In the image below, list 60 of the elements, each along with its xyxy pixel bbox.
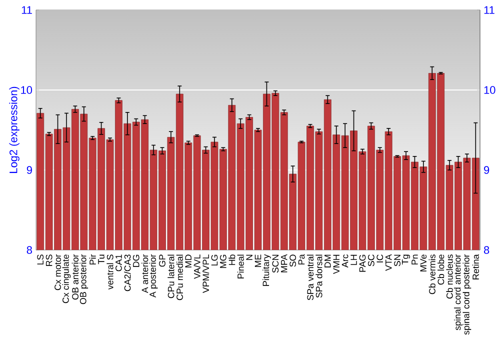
x-tick-label: CA1 — [116, 254, 122, 272]
y-tick-label: 10 — [21, 86, 32, 94]
x-tick-label: Cx cingulate — [62, 254, 71, 304]
x-tick-label: IC — [376, 254, 384, 262]
x-tick-label: spinal cord posterior — [462, 254, 472, 335]
x-tick-label: MVe — [420, 254, 427, 272]
x-tick-label: Tg — [402, 254, 410, 264]
x-tick-label: SN — [394, 254, 400, 266]
x-tick-label: SO — [290, 254, 296, 267]
x-tick-label: Retina — [472, 254, 479, 280]
x-tick-label: VPM/VPL — [202, 254, 210, 294]
x-tick-label: OB anterior — [72, 254, 78, 300]
x-tick-label: CA2/CA3 — [124, 254, 131, 292]
y2-tick-label: 10 — [484, 86, 496, 94]
x-tick-label: PAG — [359, 254, 366, 272]
x-tick-label: MG — [220, 254, 226, 268]
x-tick-label: Pa — [298, 254, 305, 264]
x-tick-label: SC — [368, 254, 374, 266]
x-tick-label: Pn — [412, 254, 418, 264]
x-tick-label: Pir — [89, 254, 96, 264]
y2-tick-label: 11 — [484, 6, 494, 14]
x-tick-label: SCN — [272, 254, 279, 273]
y-tick-label: 9 — [26, 166, 32, 174]
x-tick-label: ME — [254, 254, 262, 267]
x-tick-label: A anterior — [142, 254, 148, 294]
x-tick-label: Cb vermis — [428, 254, 436, 294]
y-tick-label: 8 — [26, 246, 32, 254]
x-tick-label: A posterior — [149, 254, 158, 298]
x-tick-label: OB posterior — [80, 254, 88, 304]
x-tick-label: LG — [211, 254, 218, 266]
x-tick-label: MD — [185, 254, 192, 268]
x-tick-label: DG — [132, 254, 140, 267]
x-tick-label: Cx motor — [54, 254, 61, 290]
y2-tick-label: 9 — [484, 166, 490, 174]
x-tick-label: LS — [37, 254, 44, 264]
x-tick-label: MPA — [281, 254, 288, 272]
x-tick-label: Cb lobe — [438, 254, 444, 285]
x-tick-label: ventral S — [106, 254, 114, 290]
x-tick-label: VTA — [386, 254, 392, 271]
y2-tick-label: 8 — [484, 246, 490, 254]
x-tick-label: GP — [159, 254, 166, 267]
x-tick-label: SPa ventral — [306, 254, 314, 300]
x-tick-label: Cb nucleus — [446, 254, 453, 299]
y-tick-label: 11 — [22, 6, 32, 14]
x-tick-label: Tu — [98, 254, 104, 264]
x-tick-label: Pituitary — [262, 254, 271, 286]
x-tick-label: RS — [46, 254, 52, 266]
x-tick-label: spinal cord anterior — [454, 254, 462, 330]
x-tick-label: Pineal — [237, 254, 244, 278]
x-tick-label: VMH — [333, 254, 340, 274]
x-tick-label: VA/VL — [194, 254, 200, 279]
x-tick-label: LH — [350, 254, 357, 265]
x-tick-label: Hb — [228, 254, 236, 265]
x-tick-label: CPu lateral — [168, 254, 174, 298]
y-axis-title: Log2 (expression) — [9, 86, 20, 173]
x-tick-label: N — [246, 254, 252, 260]
x-tick-label: DM — [324, 254, 331, 268]
x-tick-label: Arc — [342, 254, 348, 268]
x-tick-label: SPa dorsal — [316, 254, 322, 298]
x-tick-label: CPu medial — [176, 254, 183, 300]
